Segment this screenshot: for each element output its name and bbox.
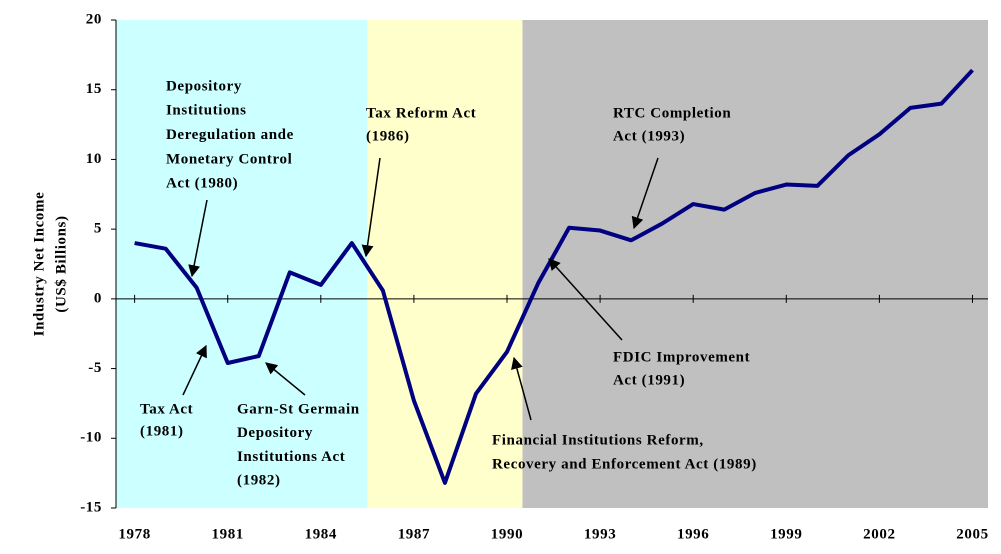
annotation-arrow [631,157,659,230]
annotation: Garn-St Germain [237,401,360,417]
x-tick-label: 1978 [118,526,150,542]
annotation-arrow [511,356,532,421]
annotation-arrow [265,362,306,396]
annotation: Act (1993) [613,128,685,144]
annotation: Depository [237,425,313,441]
shaded-region [522,20,988,508]
y-tick-label: 10 [86,151,102,167]
y-tick-label: 5 [94,221,102,237]
annotation-arrow [548,258,623,341]
annotation-arrow [188,199,208,278]
x-tick-label: 2002 [863,526,895,542]
annotation: Monetary Control [166,151,292,167]
annotation: (1982) [237,473,281,489]
x-tick-label: 1996 [677,526,709,542]
annotation: Depository [166,78,242,94]
x-tick-label: 1990 [491,526,523,542]
y-axis-label: (US$ Billions) [53,215,69,312]
annotation: Tax Reform Act [366,105,476,121]
annotation: Institutions [166,103,247,119]
annotation-arrow [182,344,207,396]
x-tick-label: 1993 [584,526,616,542]
annotation: (1981) [140,423,184,439]
annotation: RTC Completion [613,105,731,121]
data-line [134,68,974,485]
annotation: Tax Act [140,401,193,417]
x-tick-label: 1981 [212,526,244,542]
annotation: (1986) [366,128,410,144]
annotation: Act (1980) [166,176,238,192]
y-tick-label: 20 [86,11,102,27]
x-tick-label: 1987 [398,526,430,542]
annotation-arrow [361,157,381,258]
annotation: Act (1991) [613,372,685,388]
annotation: Financial Institutions Reform, [492,432,704,448]
x-tick-label: 1984 [305,526,337,542]
shaded-region [116,20,368,508]
y-tick-label: 15 [86,81,102,97]
y-tick-label: -5 [88,360,102,376]
x-tick-label: 2005 [956,526,988,542]
annotation: FDIC Improvement [613,349,750,365]
y-tick-label: 0 [94,290,102,306]
y-tick-label: -15 [80,499,102,515]
x-tick-label: 1999 [770,526,802,542]
annotation: Institutions Act [237,449,345,465]
y-tick-label: -10 [80,430,102,446]
annotation: Recovery and Enforcement Act (1989) [492,456,757,472]
y-axis-label: Industry Net Income [31,192,47,337]
annotation: Deregulation ande [166,127,294,143]
shaded-region [367,20,523,508]
